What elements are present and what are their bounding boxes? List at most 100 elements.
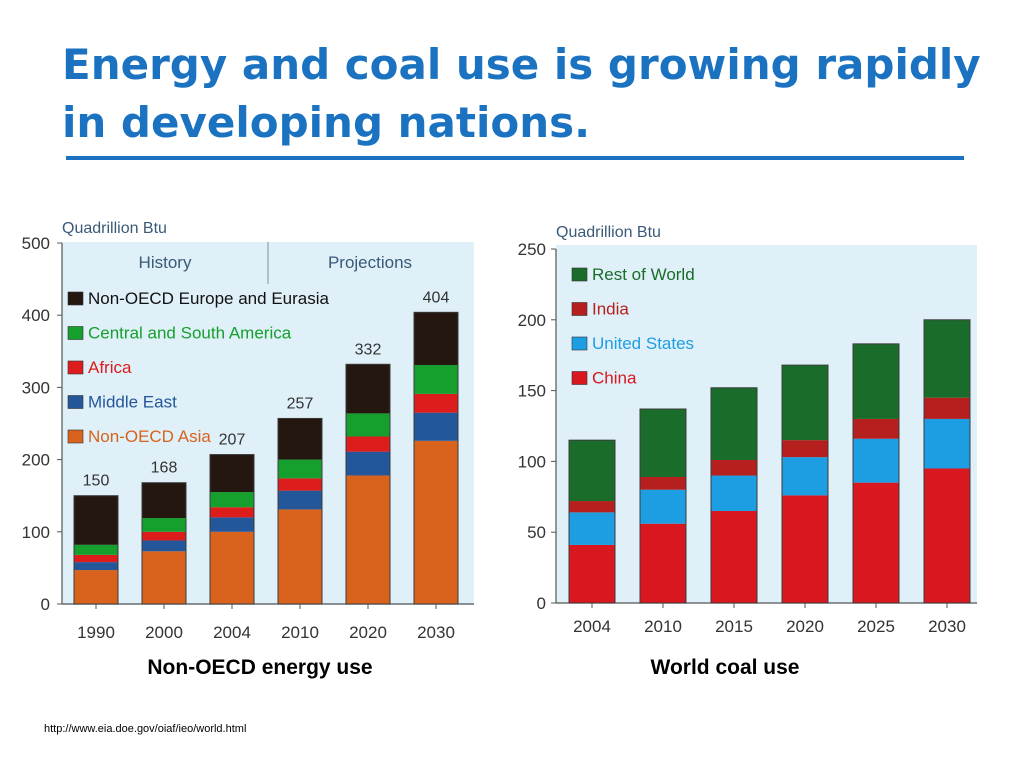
bar-segment: [346, 436, 390, 452]
bar-total-label: 168: [151, 460, 178, 477]
x-tick-label: 2004: [573, 617, 611, 636]
bar-segment: [924, 397, 970, 419]
legend-swatch: [571, 371, 588, 385]
legend-label: United States: [592, 334, 694, 353]
bar-segment: [569, 440, 615, 502]
legend-label: Non-OECD Europe and Eurasia: [88, 289, 330, 308]
title-underline: [66, 156, 964, 160]
bar-segment: [278, 459, 322, 479]
bar-total-label: 404: [423, 289, 450, 306]
bar-segment: [74, 570, 118, 604]
bar-segment: [640, 523, 686, 603]
plot-background: [62, 242, 474, 605]
bar-segment: [142, 518, 186, 532]
slide-title: Energy and coal use is growing rapidly i…: [62, 40, 981, 147]
x-tick-label: 2010: [281, 623, 319, 642]
bar-segment: [346, 451, 390, 476]
bar-segment: [414, 393, 458, 413]
bar-segment: [640, 489, 686, 524]
bar-segment: [782, 365, 828, 441]
y-tick-label: 100: [518, 452, 546, 471]
bar-segment: [346, 475, 390, 604]
legend-swatch: [571, 336, 588, 351]
y-tick-label: 300: [22, 378, 50, 397]
y-tick-label: 200: [22, 451, 50, 470]
x-tick-label: 2015: [715, 617, 753, 636]
bar-segment: [924, 319, 970, 398]
bar-segment: [853, 343, 899, 419]
y-tick-label: 0: [41, 595, 50, 614]
bar-segment: [278, 509, 322, 604]
x-tick-label: 2004: [213, 623, 251, 642]
bar-segment: [414, 365, 458, 394]
unit-label: Quadrillion Btu: [62, 220, 167, 237]
y-tick-label: 250: [518, 240, 546, 259]
y-tick-label: 50: [527, 523, 546, 542]
plot-background: [556, 245, 977, 603]
bar-segment: [711, 475, 757, 511]
x-tick-label: 2010: [644, 617, 682, 636]
bar-segment: [853, 438, 899, 483]
bar-segment: [569, 501, 615, 513]
legend-swatch: [571, 267, 588, 282]
bar-segment: [210, 531, 254, 604]
bar-segment: [711, 459, 757, 476]
bar-segment: [711, 510, 757, 603]
bar-segment: [782, 457, 828, 496]
bar-segment: [853, 482, 899, 603]
y-tick-label: 400: [22, 306, 50, 325]
bar-segment: [278, 478, 322, 491]
bar-segment: [74, 544, 118, 555]
y-tick-label: 500: [22, 234, 50, 253]
legend-label: India: [592, 300, 629, 319]
legend-label: Africa: [88, 358, 132, 377]
source-url: http://www.eia.doe.gov/oiaf/ieo/world.ht…: [44, 723, 247, 735]
legend-swatch: [67, 360, 84, 375]
x-tick-label: 2020: [786, 617, 824, 636]
x-tick-label: 2025: [857, 617, 895, 636]
non-oecd-energy-chart: Quadrillion Btu History Projections 0 100…: [22, 220, 474, 642]
legend-label: Rest of World: [592, 265, 695, 284]
bar-segment: [853, 418, 899, 439]
legend-swatch: [67, 429, 84, 444]
legend-swatch: [67, 395, 84, 409]
bar-segment: [278, 490, 322, 510]
bar-segment: [414, 312, 458, 366]
bar-total-label: 257: [287, 395, 314, 412]
bar-segment: [210, 517, 254, 532]
legend-swatch: [67, 326, 84, 340]
bar-segment: [74, 495, 118, 545]
bar-segment: [142, 482, 186, 519]
bar-segment: [74, 554, 118, 563]
bar-segment: [142, 551, 186, 604]
bar-segment: [210, 507, 254, 518]
bar-segment: [640, 409, 686, 477]
bar-segment: [210, 454, 254, 493]
x-tick-label: 1990: [77, 623, 115, 642]
legend-label: Central and South America: [88, 324, 292, 343]
bar-segment: [414, 440, 458, 604]
bar-segment: [142, 540, 186, 552]
section-label-history: History: [139, 253, 192, 272]
x-tick-label: 2000: [145, 623, 183, 642]
bar-segment: [346, 413, 390, 437]
legend-swatch: [67, 291, 84, 306]
legend-label: China: [592, 369, 637, 388]
bar-segment: [210, 492, 254, 508]
x-tick-label: 2030: [928, 617, 966, 636]
caption-non-oecd-energy: Non-OECD energy use: [147, 656, 373, 679]
bar-segment: [569, 544, 615, 603]
bar-total-label: 332: [355, 341, 382, 358]
bar-segment: [711, 387, 757, 460]
bar-segment: [74, 562, 118, 571]
bar-segment: [640, 476, 686, 490]
bar-segment: [569, 512, 615, 545]
x-tick-label: 2020: [349, 623, 387, 642]
bar-segment: [924, 418, 970, 469]
bar-segment: [782, 495, 828, 603]
bar-segment: [346, 364, 390, 414]
y-tick-label: 0: [537, 594, 546, 613]
bar-total-label: 207: [219, 432, 246, 449]
y-tick-label: 150: [518, 382, 546, 401]
bar-segment: [782, 440, 828, 458]
